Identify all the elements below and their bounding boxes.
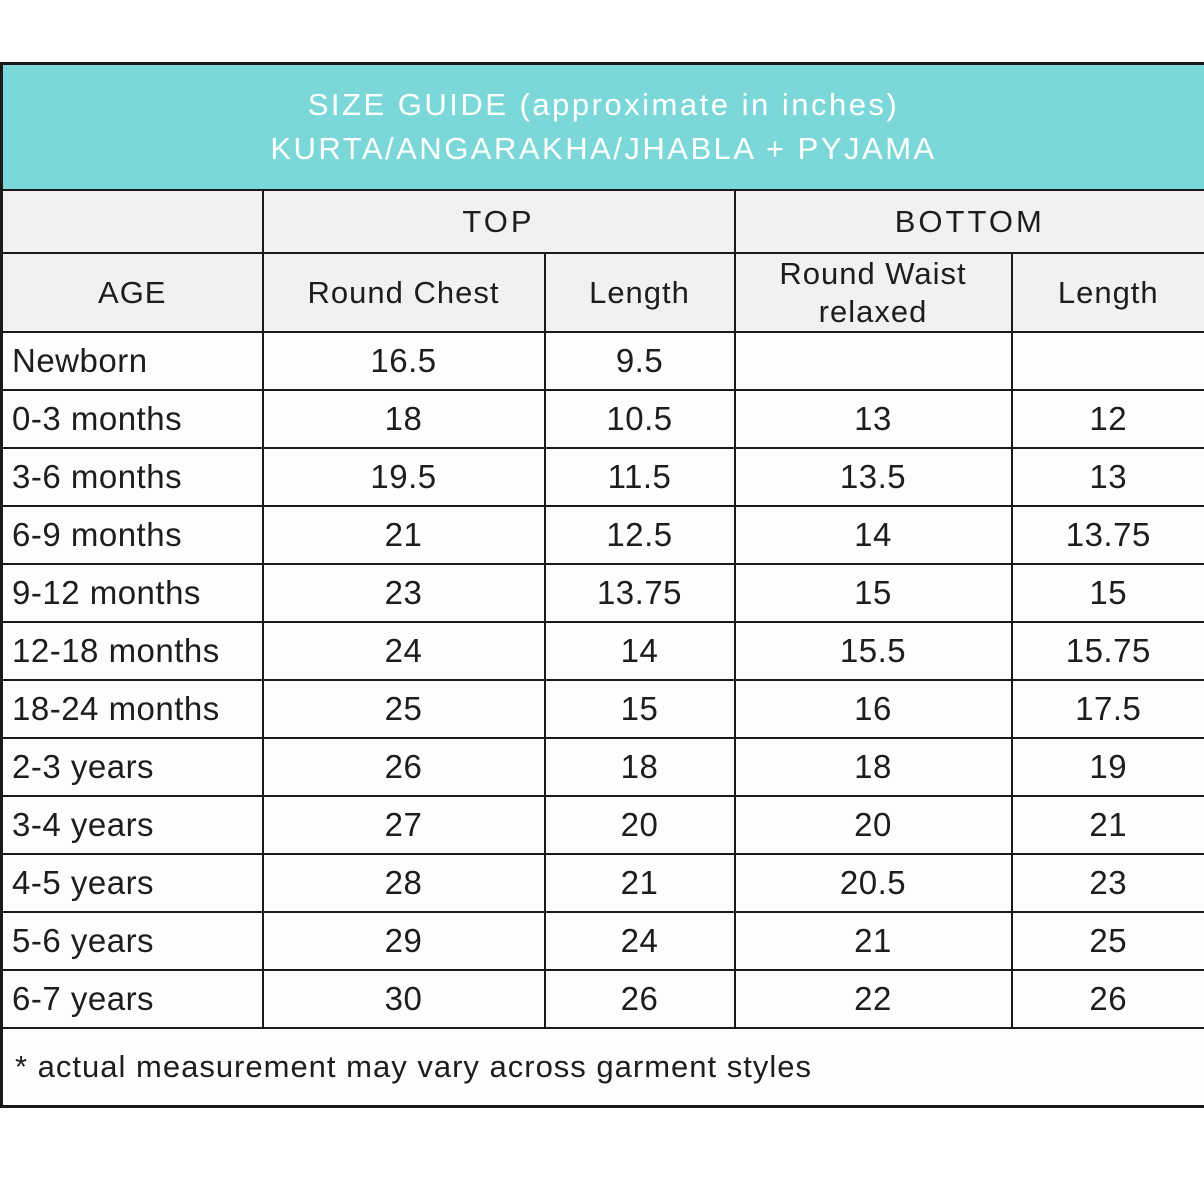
age-cell: 4-5 years <box>0 853 264 913</box>
round-chest-cell: 23 <box>261 563 546 623</box>
table-row: 2-3 years 26 18 18 19 <box>0 737 1204 797</box>
group-header-top: TOP <box>261 189 736 254</box>
bottom-length-cell: 15 <box>1010 563 1204 623</box>
size-guide-page: SIZE GUIDE (approximate in inches) KURTA… <box>0 62 1204 1108</box>
top-length-cell: 20 <box>543 795 736 855</box>
round-waist-cell: 20 <box>733 795 1013 855</box>
age-cell: 6-9 months <box>0 505 264 565</box>
round-chest-cell: 26 <box>261 737 546 797</box>
top-length-cell: 10.5 <box>543 389 736 449</box>
age-cell: 3-4 years <box>0 795 264 855</box>
age-cell: 2-3 years <box>0 737 264 797</box>
round-chest-cell: 16.5 <box>261 331 546 391</box>
round-chest-cell: 30 <box>261 969 546 1029</box>
round-waist-cell: 13.5 <box>733 447 1013 507</box>
age-cell: Newborn <box>0 331 264 391</box>
bottom-length-cell: 21 <box>1010 795 1204 855</box>
bottom-length-cell <box>1010 331 1204 391</box>
round-waist-cell: 15.5 <box>733 621 1013 681</box>
top-length-cell: 11.5 <box>543 447 736 507</box>
title-line-2: KURTA/ANGARAKHA/JHABLA + PYJAMA <box>270 131 937 166</box>
size-guide-table: SIZE GUIDE (approximate in inches) KURTA… <box>0 62 1204 1108</box>
age-cell: 5-6 years <box>0 911 264 971</box>
top-length-cell: 21 <box>543 853 736 913</box>
title-line-1: SIZE GUIDE (approximate in inches) <box>307 86 900 122</box>
round-chest-cell: 21 <box>261 505 546 565</box>
bottom-length-cell: 12 <box>1010 389 1204 449</box>
bottom-length-cell: 19 <box>1010 737 1204 797</box>
bottom-length-cell: 25 <box>1010 911 1204 971</box>
group-header-bottom: BOTTOM <box>733 189 1204 254</box>
age-cell: 12-18 months <box>0 621 264 681</box>
top-length-cell: 13.75 <box>543 563 736 623</box>
bottom-length-cell: 23 <box>1010 853 1204 913</box>
table-row: 6-7 years 30 26 22 26 <box>0 969 1204 1029</box>
round-chest-cell: 19.5 <box>261 447 546 507</box>
top-length-cell: 18 <box>543 737 736 797</box>
table-row: 18-24 months 25 15 16 17.5 <box>0 679 1204 739</box>
round-chest-cell: 24 <box>261 621 546 681</box>
round-chest-cell: 28 <box>261 853 546 913</box>
table-row: 4-5 years 28 21 20.5 23 <box>0 853 1204 913</box>
round-waist-cell: 15 <box>733 563 1013 623</box>
bottom-length-cell: 13 <box>1010 447 1204 507</box>
footnote: * actual measurement may vary across gar… <box>0 1027 1204 1108</box>
round-waist-cell: 13 <box>733 389 1013 449</box>
footnote-row: * actual measurement may vary across gar… <box>0 1027 1204 1108</box>
top-length-cell: 15 <box>543 679 736 739</box>
table-row: 5-6 years 29 24 21 25 <box>0 911 1204 971</box>
age-cell: 0-3 months <box>0 389 264 449</box>
bottom-length-cell: 17.5 <box>1010 679 1204 739</box>
round-chest-cell: 27 <box>261 795 546 855</box>
table-row: Newborn 16.5 9.5 <box>0 331 1204 391</box>
table-row: 9-12 months 23 13.75 15 15 <box>0 563 1204 623</box>
age-cell: 3-6 months <box>0 447 264 507</box>
top-length-cell: 24 <box>543 911 736 971</box>
top-length-cell: 26 <box>543 969 736 1029</box>
group-header-row: TOP BOTTOM <box>0 189 1204 254</box>
top-length-cell: 9.5 <box>543 331 736 391</box>
round-chest-cell: 29 <box>261 911 546 971</box>
round-waist-cell <box>733 331 1013 391</box>
round-waist-cell: 20.5 <box>733 853 1013 913</box>
table-row: 3-6 months 19.5 11.5 13.5 13 <box>0 447 1204 507</box>
column-header-round-chest: Round Chest <box>261 252 546 333</box>
column-header-age: AGE <box>0 252 264 333</box>
column-header-bottom-length: Length <box>1010 252 1204 333</box>
column-header-top-length: Length <box>543 252 736 333</box>
round-waist-cell: 14 <box>733 505 1013 565</box>
table-row: 0-3 months 18 10.5 13 12 <box>0 389 1204 449</box>
column-header-row: AGE Round Chest Length Round Waist relax… <box>0 252 1204 333</box>
round-waist-cell: 16 <box>733 679 1013 739</box>
round-waist-cell: 21 <box>733 911 1013 971</box>
round-waist-cell: 18 <box>733 737 1013 797</box>
top-length-cell: 12.5 <box>543 505 736 565</box>
round-waist-cell: 22 <box>733 969 1013 1029</box>
column-header-round-waist: Round Waist relaxed <box>733 252 1013 333</box>
bottom-length-cell: 26 <box>1010 969 1204 1029</box>
group-header-spacer <box>0 189 264 254</box>
bottom-length-cell: 15.75 <box>1010 621 1204 681</box>
bottom-length-cell: 13.75 <box>1010 505 1204 565</box>
age-cell: 9-12 months <box>0 563 264 623</box>
round-chest-cell: 18 <box>261 389 546 449</box>
table-row: 12-18 months 24 14 15.5 15.75 <box>0 621 1204 681</box>
age-cell: 6-7 years <box>0 969 264 1029</box>
table-title: SIZE GUIDE (approximate in inches) KURTA… <box>0 62 1204 191</box>
table-row: 6-9 months 21 12.5 14 13.75 <box>0 505 1204 565</box>
table-row: 3-4 years 27 20 20 21 <box>0 795 1204 855</box>
round-chest-cell: 25 <box>261 679 546 739</box>
age-cell: 18-24 months <box>0 679 264 739</box>
top-length-cell: 14 <box>543 621 736 681</box>
title-row: SIZE GUIDE (approximate in inches) KURTA… <box>0 62 1204 191</box>
